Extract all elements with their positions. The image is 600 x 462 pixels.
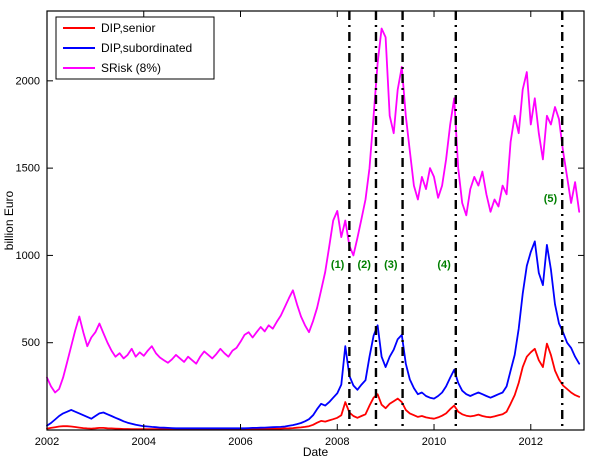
event-label-1: (1): [331, 259, 345, 271]
axis-box: [46, 10, 585, 431]
y-tick-label-1500: 1500: [16, 163, 40, 175]
y-axis-label: billion Euro: [2, 190, 16, 250]
x-tick-label-2006: 2006: [228, 436, 252, 448]
event-label-5: (5): [544, 193, 558, 205]
y-tick-label-500: 500: [22, 337, 40, 349]
x-axis-label: Date: [303, 445, 329, 459]
event-label-2: (2): [358, 259, 372, 271]
x-tick-label-2010: 2010: [422, 436, 446, 448]
series-line-dip-senior: [46, 342, 581, 431]
legend-entry-1: DIP,subordinated: [101, 41, 192, 55]
x-tick-label-2008: 2008: [325, 436, 349, 448]
y-tick-label-1000: 1000: [16, 250, 40, 262]
x-tick-label-2002: 2002: [35, 436, 59, 448]
legend-entry-0: DIP,senior: [101, 21, 155, 35]
legend-entry-2: SRisk (8%): [101, 61, 161, 75]
legend: DIP,senior DIP,subordinated SRisk (8%): [55, 16, 215, 80]
x-tick-label-2004: 2004: [132, 436, 156, 448]
x-tick-label-2012: 2012: [519, 436, 543, 448]
event-label-4: (4): [437, 259, 451, 271]
y-tick-label-2000: 2000: [16, 75, 40, 87]
event-label-3: (3): [384, 259, 398, 271]
series-line-dip-subordinated: [46, 240, 581, 430]
series-line-srisk-8-: [46, 27, 581, 394]
